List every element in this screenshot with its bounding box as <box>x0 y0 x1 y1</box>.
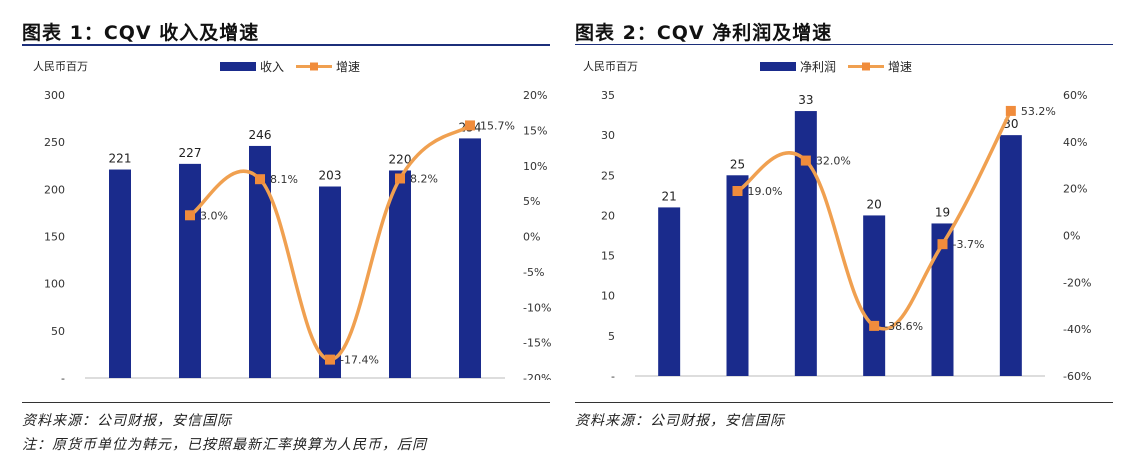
y-tick-label: - <box>61 372 65 380</box>
y-tick-label: 100 <box>44 278 65 291</box>
revenue-growth-chart: 人民币百万 收入 增速 - 50 100 150 200 250 300 -20% -15% -10% -… <box>33 60 551 380</box>
bar-value-label: 21 <box>662 189 677 203</box>
growth-marker-2018 <box>185 210 195 221</box>
left-title-rule <box>22 44 550 46</box>
y2-tick-label: 0% <box>1063 230 1080 243</box>
y2-tick-label: 5% <box>523 195 540 208</box>
y2-tick-label: -5% <box>523 266 544 279</box>
bar-2018 <box>179 163 201 378</box>
growth-value-label: -3.7% <box>953 238 985 251</box>
legend-bar-label: 净利润 <box>800 60 836 74</box>
growth-value-label: -38.6% <box>884 320 923 333</box>
growth-value-label: 3.0% <box>200 209 228 222</box>
bar-2020 <box>319 186 341 378</box>
right-chart-title: 图表 2：CQV 净利润及增速 <box>575 22 833 44</box>
growth-value-label: 8.2% <box>410 172 438 185</box>
growth-value-label: -17.4% <box>340 354 379 367</box>
y-tick-label: 250 <box>44 136 65 149</box>
growth-marker-2022 <box>1005 105 1016 116</box>
y-tick-label: 35 <box>601 89 615 102</box>
growth-marker-2022 <box>465 120 475 131</box>
bar-value-label: 19 <box>935 205 950 219</box>
y2-tick-label: 10% <box>523 160 547 173</box>
y2-tick-label: -15% <box>523 337 551 350</box>
bar-value-label: 25 <box>730 157 745 171</box>
legend-line-label: 增速 <box>336 60 360 74</box>
y-tick-label: 300 <box>44 89 65 102</box>
legend-line-label: 增速 <box>888 60 912 74</box>
bar-2020 <box>863 215 886 376</box>
legend-bar-swatch <box>760 62 796 71</box>
bar-value-label: 220 <box>389 152 412 166</box>
bar-2021 <box>931 223 954 376</box>
growth-marker-2019 <box>255 174 265 185</box>
bar-2017 <box>658 207 681 376</box>
legend-bar-swatch <box>220 62 256 71</box>
legend-line-marker <box>310 62 318 71</box>
y-tick-label: 150 <box>44 231 65 244</box>
growth-marker-2020 <box>325 354 335 365</box>
y2-tick-label: -60% <box>1063 370 1091 380</box>
bar-2018 <box>726 175 749 376</box>
y-tick-label: 15 <box>601 250 615 263</box>
legend-line-marker <box>862 62 870 71</box>
growth-marker-2020 <box>869 320 880 331</box>
y2-tick-label: 20% <box>523 89 547 102</box>
growth-value-label: 8.1% <box>270 173 298 186</box>
unit-label: 人民币百万 <box>33 60 88 73</box>
growth-value-label: 19.0% <box>748 185 783 198</box>
y-tick-label: 5 <box>608 330 615 343</box>
bar-2019 <box>249 145 271 378</box>
bar-2019 <box>794 111 817 377</box>
unit-label: 人民币百万 <box>583 60 638 73</box>
bar-value-label: 20 <box>867 197 882 211</box>
growth-marker-2021 <box>937 239 948 250</box>
bar-2022 <box>459 138 481 378</box>
growth-marker-2021 <box>395 173 405 184</box>
y-tick-label: - <box>611 370 615 380</box>
bar-value-label: 33 <box>798 93 813 107</box>
y-tick-label: 200 <box>44 183 65 196</box>
bar-value-label: 221 <box>109 152 132 166</box>
left-footnote: 注：原货币单位为韩元，已按照最新汇率换算为人民币，后同 <box>22 437 427 453</box>
y2-tick-label: 0% <box>523 231 540 244</box>
bar-2022 <box>999 135 1022 376</box>
y-tick-label: 50 <box>51 325 65 338</box>
left-chart-title: 图表 1：CQV 收入及增速 <box>22 22 260 44</box>
y-tick-label: 25 <box>601 169 615 182</box>
bar-2021 <box>389 170 411 378</box>
bar-2017 <box>109 169 131 378</box>
growth-marker-2018 <box>732 186 743 197</box>
y2-tick-label: 60% <box>1063 89 1087 102</box>
net-profit-growth-chart: 人民币百万 净利润 增速 - 5 10 15 20 25 30 35 -60% -40% -20% 0% 20… <box>583 60 1091 380</box>
y2-tick-label: 15% <box>523 124 547 137</box>
y-tick-label: 20 <box>601 209 615 222</box>
right-title-rule <box>575 44 1113 45</box>
right-source-note: 资料来源：公司财报，安信国际 <box>575 413 785 429</box>
bar-value-label: 203 <box>319 169 342 183</box>
y2-tick-label: -40% <box>1063 323 1091 336</box>
growth-value-label: 53.2% <box>1021 105 1056 118</box>
y2-tick-label: -20% <box>1063 276 1091 289</box>
right-footer-rule <box>575 402 1113 403</box>
legend-bar-label: 收入 <box>260 60 284 74</box>
left-footer-rule <box>22 402 550 403</box>
growth-value-label: 32.0% <box>816 155 851 168</box>
y2-tick-label: -20% <box>523 372 551 380</box>
bar-value-label: 227 <box>179 146 202 160</box>
y-tick-label: 30 <box>601 129 615 142</box>
growth-marker-2019 <box>800 155 811 166</box>
bar-value-label: 246 <box>249 128 272 142</box>
growth-value-label: 15.7% <box>480 119 515 132</box>
y2-tick-label: 40% <box>1063 136 1087 149</box>
left-source-note: 资料来源：公司财报，安信国际 <box>22 413 232 429</box>
y2-tick-label: 20% <box>1063 183 1087 196</box>
y2-tick-label: -10% <box>523 301 551 314</box>
y-tick-label: 10 <box>601 290 615 303</box>
